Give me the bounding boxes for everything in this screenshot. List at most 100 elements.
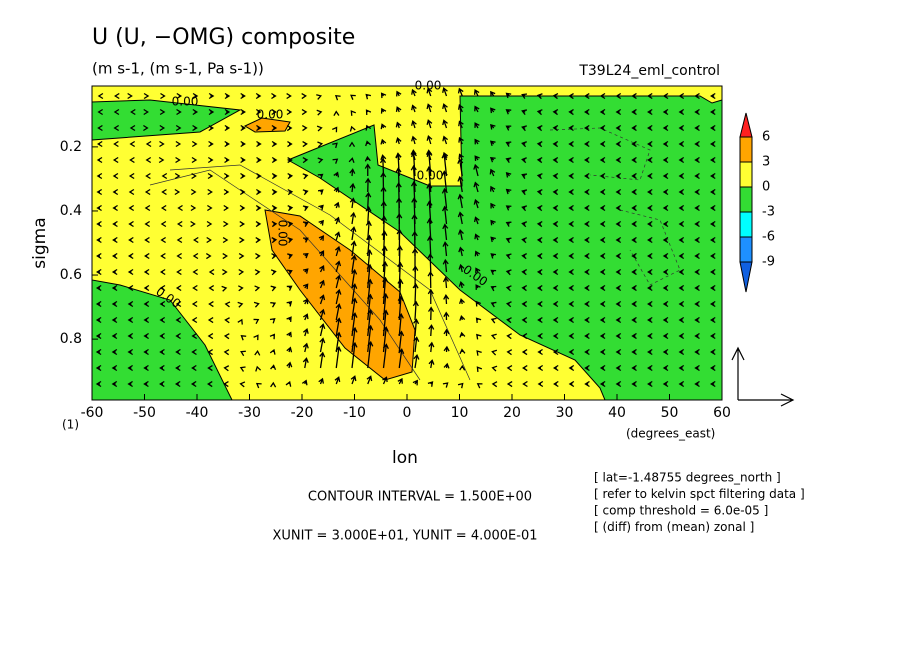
vector [317, 173, 324, 180]
vector [96, 268, 102, 276]
vector [208, 284, 215, 292]
vector [207, 204, 213, 212]
vector [127, 300, 134, 308]
vector [159, 140, 165, 148]
vector [647, 284, 653, 292]
vector [239, 220, 246, 228]
vector [647, 364, 653, 372]
vector [475, 284, 481, 290]
vector [95, 364, 102, 372]
colorbar-label: -6 [762, 230, 775, 245]
vector [285, 380, 292, 387]
vector [175, 332, 181, 340]
vector [443, 362, 450, 369]
vector [191, 300, 198, 308]
vector [380, 107, 387, 114]
vector [490, 269, 497, 275]
vector [397, 278, 404, 305]
vector [191, 140, 198, 148]
vector [239, 381, 246, 388]
vector [270, 302, 277, 308]
vector [206, 236, 212, 244]
colorbar-label: 3 [762, 155, 770, 170]
vector [568, 220, 574, 228]
vector [95, 316, 102, 324]
vector [647, 380, 653, 388]
vector [286, 108, 293, 116]
region-strong [264, 209, 416, 381]
x-tick-label: 60 [713, 405, 731, 421]
vector [254, 349, 261, 356]
vector [552, 252, 559, 260]
vector [159, 364, 165, 372]
vector [505, 253, 512, 260]
vector [536, 252, 543, 260]
vector [160, 236, 166, 244]
vector [111, 364, 118, 372]
vector [174, 380, 181, 388]
vector [319, 279, 325, 289]
vector [334, 231, 341, 241]
vector [239, 204, 246, 212]
vector [441, 187, 448, 209]
vector [678, 124, 685, 132]
vector [457, 228, 464, 241]
vector [441, 152, 448, 177]
vector [351, 341, 358, 369]
vector [380, 123, 387, 130]
vector [143, 92, 150, 100]
colorbar-cap [739, 261, 753, 293]
vector [428, 341, 435, 353]
vector [398, 348, 405, 369]
vector [223, 333, 230, 340]
vector [129, 124, 136, 132]
vector [175, 348, 181, 356]
x-tick-label: 50 [661, 405, 679, 421]
x-tick-label: 40 [608, 405, 626, 421]
vector [536, 157, 543, 164]
vector [459, 348, 466, 355]
vector [127, 332, 134, 340]
vector [442, 119, 448, 129]
vector [95, 348, 102, 356]
vector [647, 268, 653, 276]
vector [552, 284, 559, 292]
vector [239, 188, 246, 196]
x-tick-label: -50 [133, 405, 156, 421]
vector [662, 204, 669, 212]
y-axis-label: sigma [30, 217, 50, 268]
vector [302, 328, 309, 337]
vector [192, 108, 199, 116]
vector [491, 365, 498, 372]
vector [647, 188, 653, 196]
vector [223, 349, 230, 356]
vector [410, 149, 417, 177]
vector [191, 156, 198, 164]
vector [335, 260, 342, 273]
vector [381, 260, 388, 289]
vector [599, 204, 606, 212]
vector [160, 252, 166, 260]
vector [176, 236, 183, 244]
vector [174, 188, 181, 196]
vector [710, 300, 716, 308]
vector [662, 380, 669, 388]
vector [662, 300, 669, 308]
vector [536, 141, 543, 148]
vector [584, 156, 590, 164]
vector [286, 92, 292, 100]
vector [175, 140, 182, 148]
vector [710, 204, 716, 212]
vector [221, 285, 228, 292]
vector [144, 188, 151, 196]
vector [631, 252, 637, 260]
vector [223, 204, 229, 212]
vector [490, 285, 497, 292]
vector [224, 140, 230, 148]
vector [255, 188, 262, 196]
vector [159, 300, 166, 308]
vector [710, 108, 716, 116]
vector [521, 173, 528, 179]
vector [457, 87, 464, 97]
vector [255, 92, 262, 100]
